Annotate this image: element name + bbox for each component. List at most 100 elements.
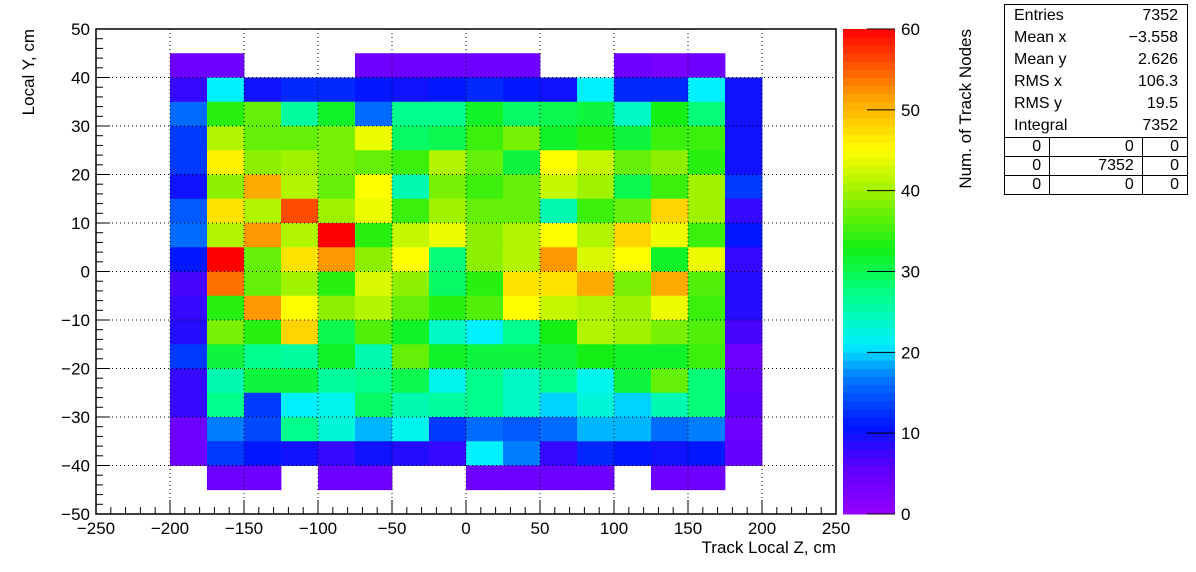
heatmap-cell: [651, 198, 689, 224]
stats-rms-y: RMS y 19.5: [1005, 93, 1187, 115]
y-tick-label: 0: [81, 263, 90, 282]
y-tick-label: 40: [71, 69, 90, 88]
heatmap-cell: [688, 126, 726, 151]
heatmap-cell: [688, 344, 726, 369]
palette-band: [843, 182, 895, 192]
x-axis-title: Track Local Z, cm: [702, 538, 836, 557]
heatmap-cell: [725, 247, 763, 272]
heatmap-cell: [281, 320, 319, 345]
heatmap-cell: [688, 368, 726, 394]
heatmap-cell: [651, 368, 689, 394]
palette-band: [843, 368, 895, 378]
heatmap-cell: [614, 77, 652, 103]
y-tick-label: 30: [71, 117, 90, 136]
heatmap-cell: [392, 417, 430, 442]
heatmap-cell: [503, 247, 541, 272]
heatmap-cell: [540, 77, 578, 103]
heatmap-cell: [466, 344, 504, 369]
heatmap-cell: [355, 417, 393, 442]
heatmap-cell: [503, 101, 541, 127]
palette-band: [843, 457, 895, 466]
stats-cell: 0: [1005, 137, 1051, 157]
heatmap-cell: [281, 198, 319, 224]
heatmap-cell: [466, 392, 504, 418]
palette-band: [843, 497, 895, 507]
heatmap-cell: [392, 441, 430, 466]
gridlines: [96, 29, 836, 514]
heatmap-cell: [207, 53, 245, 78]
heatmap-cell: [429, 198, 467, 224]
heatmap-cell: [318, 77, 356, 103]
stats-label: Entries: [1014, 7, 1064, 24]
stats-value: 7352: [1142, 117, 1178, 134]
palette-band: [843, 392, 895, 402]
heatmap-cell: [577, 271, 615, 297]
heatmap-cell: [688, 392, 726, 418]
heatmap-cell: [466, 174, 504, 200]
stats-cell: 0: [1141, 156, 1187, 176]
heatmap-cell: [170, 53, 208, 78]
palette-band: [843, 311, 895, 321]
palette-band: [843, 489, 895, 499]
heatmap-cell: [244, 465, 282, 491]
heatmap-cell: [466, 320, 504, 345]
heatmap-cell: [577, 150, 615, 175]
heatmap-cell: [725, 223, 763, 248]
heatmap-cell: [577, 368, 615, 394]
x-tick-label: 100: [600, 519, 628, 538]
palette-band: [843, 231, 895, 240]
heatmap-cell: [725, 441, 763, 466]
heatmap-cell: [207, 150, 245, 175]
z-tick-label: 50: [901, 101, 920, 120]
heatmap-cell: [725, 101, 763, 127]
palette-band: [843, 255, 895, 264]
palette-band: [843, 174, 895, 184]
heatmap-cell: [429, 126, 467, 151]
heatmap-cell: [651, 344, 689, 369]
palette-band: [843, 126, 895, 135]
heatmap-cell: [207, 101, 245, 127]
heatmap-cell: [355, 295, 393, 321]
y-axis-title: Local Y, cm: [19, 29, 38, 115]
heatmap-cell: [725, 77, 763, 103]
palette-band: [843, 158, 895, 167]
heatmap-cell: [688, 247, 726, 272]
palette-band: [843, 77, 895, 87]
heatmap-cell: [244, 101, 282, 127]
heatmap-cell: [318, 344, 356, 369]
heatmap-cell: [429, 392, 467, 418]
heatmap-cell: [392, 150, 430, 175]
palette-band: [843, 37, 895, 46]
x-tick-label: −50: [378, 519, 407, 538]
stats-cell: 7352: [1049, 156, 1143, 176]
heatmap-cell: [577, 441, 615, 466]
palette-band: [843, 150, 895, 159]
heatmap-cell: [651, 320, 689, 345]
heatmap-cell: [503, 150, 541, 175]
heatmap-cell: [651, 223, 689, 248]
heatmap-cell: [651, 392, 689, 418]
heatmap-cell: [244, 320, 282, 345]
palette-band: [843, 384, 895, 394]
heatmap-cell: [355, 247, 393, 272]
heatmap-cell: [170, 247, 208, 272]
palette-band: [843, 166, 895, 175]
y-tick-label: 50: [71, 20, 90, 39]
z-tick-label: 40: [901, 182, 920, 201]
heatmap-cell: [170, 417, 208, 442]
heatmap-cell: [318, 174, 356, 200]
heatmap-cell: [207, 392, 245, 418]
heatmap-cell: [429, 53, 467, 78]
heatmap-cell: [466, 223, 504, 248]
x-tick-label: 0: [461, 519, 470, 538]
heatmap-cell: [688, 223, 726, 248]
heatmap-cell: [688, 198, 726, 224]
heatmap-cell: [503, 223, 541, 248]
palette-band: [843, 101, 895, 111]
color-palette: 0 10 20 30 40 50 60: [843, 20, 920, 524]
heatmap-cell: [170, 344, 208, 369]
heatmap-cell: [170, 368, 208, 394]
heatmap-cell: [355, 368, 393, 394]
heatmap-cell: [614, 198, 652, 224]
heatmap-cell: [651, 295, 689, 321]
